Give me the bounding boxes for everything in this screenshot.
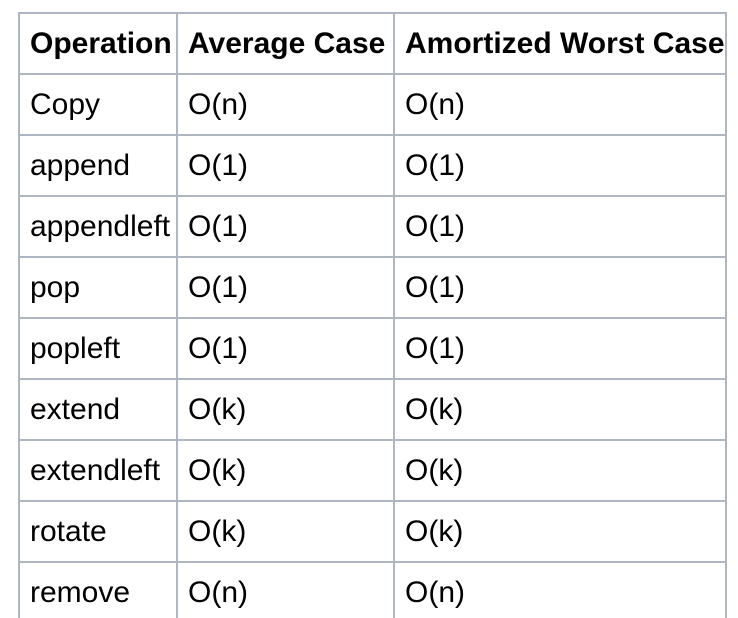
cell-amortized-worst-case: O(k) xyxy=(393,500,727,563)
cell-average-case: O(1) xyxy=(176,317,395,380)
table-row: pop O(1) O(1) xyxy=(18,256,727,319)
cell-average-case: O(1) xyxy=(176,195,395,258)
cell-operation: extend xyxy=(18,378,178,441)
cell-average-case: O(n) xyxy=(176,561,395,618)
cell-operation: Copy xyxy=(18,73,178,136)
table-row: extendleft O(k) O(k) xyxy=(18,439,727,502)
table-row: append O(1) O(1) xyxy=(18,134,727,197)
cell-operation: appendleft xyxy=(18,195,178,258)
cell-average-case: O(1) xyxy=(176,134,395,197)
column-header-operation: Operation xyxy=(18,12,178,75)
cell-amortized-worst-case: O(1) xyxy=(393,317,727,380)
cell-amortized-worst-case: O(1) xyxy=(393,195,727,258)
cell-operation: extendleft xyxy=(18,439,178,502)
cell-amortized-worst-case: O(n) xyxy=(393,73,727,136)
cell-operation: rotate xyxy=(18,500,178,563)
cell-average-case: O(k) xyxy=(176,439,395,502)
table-row: remove O(n) O(n) xyxy=(18,561,727,618)
table-row: popleft O(1) O(1) xyxy=(18,317,727,380)
cell-average-case: O(k) xyxy=(176,378,395,441)
complexity-table: Operation Average Case Amortized Worst C… xyxy=(18,12,727,618)
cell-amortized-worst-case: O(k) xyxy=(393,439,727,502)
cell-amortized-worst-case: O(1) xyxy=(393,256,727,319)
column-header-average-case: Average Case xyxy=(176,12,395,75)
cell-amortized-worst-case: O(1) xyxy=(393,134,727,197)
table-row: appendleft O(1) O(1) xyxy=(18,195,727,258)
cell-operation: pop xyxy=(18,256,178,319)
cell-operation: popleft xyxy=(18,317,178,380)
table-row: Copy O(n) O(n) xyxy=(18,73,727,136)
cell-operation: append xyxy=(18,134,178,197)
table-row: rotate O(k) O(k) xyxy=(18,500,727,563)
table-row: extend O(k) O(k) xyxy=(18,378,727,441)
cell-amortized-worst-case: O(k) xyxy=(393,378,727,441)
column-header-amortized-worst-case: Amortized Worst Case xyxy=(393,12,727,75)
cell-operation: remove xyxy=(18,561,178,618)
cell-average-case: O(1) xyxy=(176,256,395,319)
header-row: Operation Average Case Amortized Worst C… xyxy=(18,12,727,75)
cell-amortized-worst-case: O(n) xyxy=(393,561,727,618)
cell-average-case: O(k) xyxy=(176,500,395,563)
cell-average-case: O(n) xyxy=(176,73,395,136)
